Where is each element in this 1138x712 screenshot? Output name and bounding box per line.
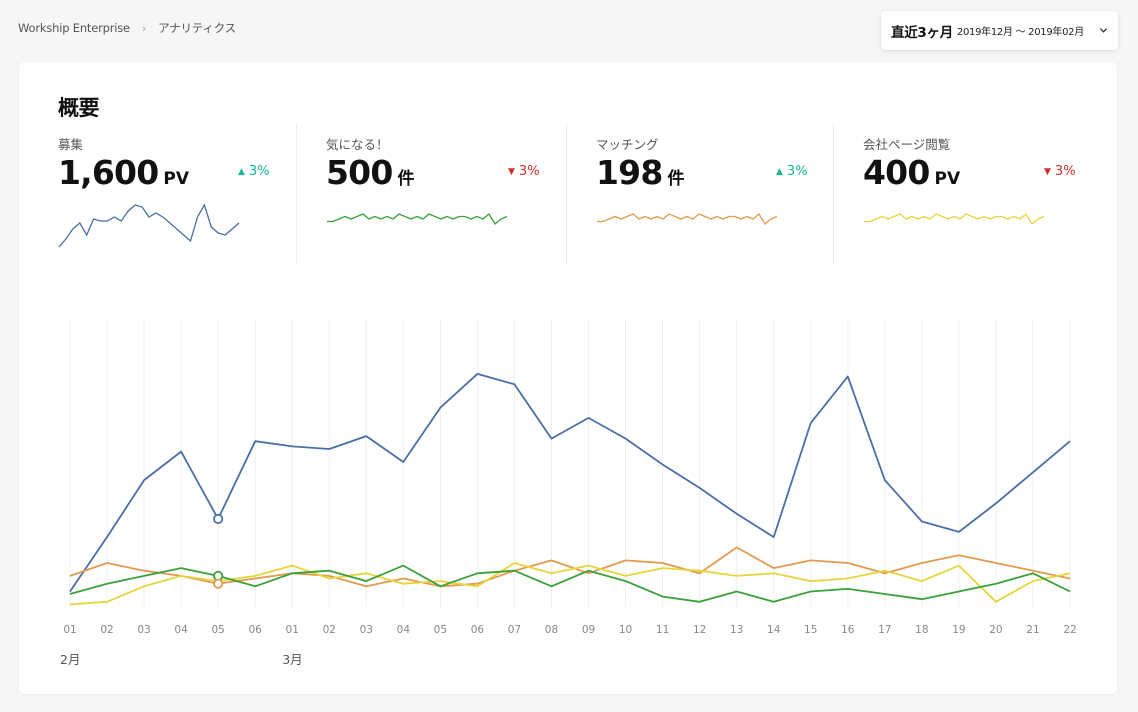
x-tick-label: 22 [1063,624,1076,636]
x-tick-label: 02 [323,624,336,636]
kpi-matching: マッチング 198 件 ▲ 3% [596,124,816,264]
sparkline [58,203,240,248]
arrow-down-icon: ▼ [1044,166,1051,177]
x-tick-label: 05 [434,624,447,636]
x-tick-label: 03 [137,624,150,636]
x-tick-label: 13 [730,624,743,636]
x-tick-label: 02 [100,624,113,636]
kpi-change-value: 3% [1054,164,1076,179]
series-line [69,564,1071,603]
data-point-marker [213,578,224,589]
kpi-label: マッチング [596,137,659,152]
x-tick-label: 19 [952,624,965,636]
chevron-right-icon: › [141,21,147,35]
x-tick-label: 17 [878,624,891,636]
data-point-marker [213,513,224,525]
x-tick-label: 06 [471,624,485,636]
kpi-change: ▼ 3% [508,164,540,179]
kpi-number: 500 [326,153,393,192]
sparkline-path [597,213,778,225]
x-tick-label: 15 [804,624,817,636]
month-label: 3月 [282,652,302,667]
kpi-unit: PV [163,169,190,189]
period-selector[interactable]: 直近3ヶ月 2019年12月 〜 2019年02月 [881,11,1118,50]
kpi-change: ▲ 3% [238,164,270,179]
kpi-change-value: 3% [248,164,270,179]
series-line [69,372,1071,593]
kpi-unit: PV [934,169,961,189]
x-tick-label: 16 [841,624,855,636]
overview-card: 概要 募集 1,600 PV ▲ 3% 気になる！ 500 件 ▼ 3% マッチ… [19,62,1117,694]
kpi-change: ▼ 3% [1044,164,1076,179]
chevron-down-icon [1099,28,1108,33]
kpi-unit: 件 [667,169,685,189]
x-tick-label: 07 [508,624,521,636]
kpi-value: 198 件 [596,153,684,192]
kpi-change: ▲ 3% [776,164,808,179]
overview-title: 概要 [58,96,100,120]
period-label: 直近3ヶ月 [891,24,953,41]
kpi-company-views: 会社ページ閲覧 400 PV ▼ 3% [863,124,1083,264]
breadcrumb: Workship Enterprise › アナリティクス [18,20,236,36]
sparkline-path [58,203,240,248]
kpi-interested: 気になる！ 500 件 ▼ 3% [326,124,546,264]
kpi-number: 198 [596,153,663,192]
x-tick-label: 10 [619,624,632,636]
x-tick-label: 20 [989,624,1002,636]
x-tick-label: 08 [545,624,558,636]
kpi-change-value: 3% [786,164,808,179]
main-line-chart: 01 02 03 04 05 06 01 02 03 04 05 06 07 08 09 10 11 12 13 14… [60,320,1077,667]
kpi-label: 会社ページ閲覧 [863,137,951,152]
series-line [69,562,1071,606]
x-tick-label: 14 [767,624,781,636]
kpi-unit: 件 [397,169,415,189]
breadcrumb-root-link[interactable]: Workship Enterprise [18,21,130,35]
x-tick-label: 06 [248,624,262,636]
arrow-down-icon: ▼ [508,166,515,177]
sparkline [864,213,1045,225]
sparkline [597,213,778,225]
sparkline-path [327,213,508,225]
x-tick-label: 03 [360,624,373,636]
kpi-number: 400 [863,153,930,192]
x-tick-label: 21 [1026,624,1039,636]
x-tick-label: 18 [915,624,928,636]
arrow-up-icon: ▲ [238,166,245,177]
x-tick-label: 01 [63,624,76,636]
x-tick-label: 05 [211,624,224,636]
x-tick-label: 11 [656,624,669,636]
month-label: 2月 [60,652,80,667]
x-tick-label: 04 [397,624,411,636]
period-range: 2019年12月 〜 2019年02月 [956,27,1084,38]
sparkline [327,213,508,225]
kpi-label: 気になる！ [326,137,389,152]
kpi-change-value: 3% [518,164,540,179]
kpi-number: 1,600 [58,153,159,192]
x-tick-label: 09 [582,624,595,636]
kpi-value: 1,600 PV [58,153,189,192]
sparkline-path [864,213,1045,225]
x-tick-label: 04 [174,624,188,636]
kpi-value: 400 PV [863,153,960,192]
divider [566,124,567,264]
kpi-value: 500 件 [326,153,414,192]
divider [296,124,297,264]
kpi-recruit: 募集 1,600 PV ▲ 3% [58,124,278,264]
arrow-up-icon: ▲ [776,166,783,177]
divider [833,124,834,264]
x-tick-label: 12 [693,624,706,636]
kpi-label: 募集 [58,137,84,152]
breadcrumb-current: アナリティクス [158,21,236,35]
x-tick-label: 01 [286,624,299,636]
